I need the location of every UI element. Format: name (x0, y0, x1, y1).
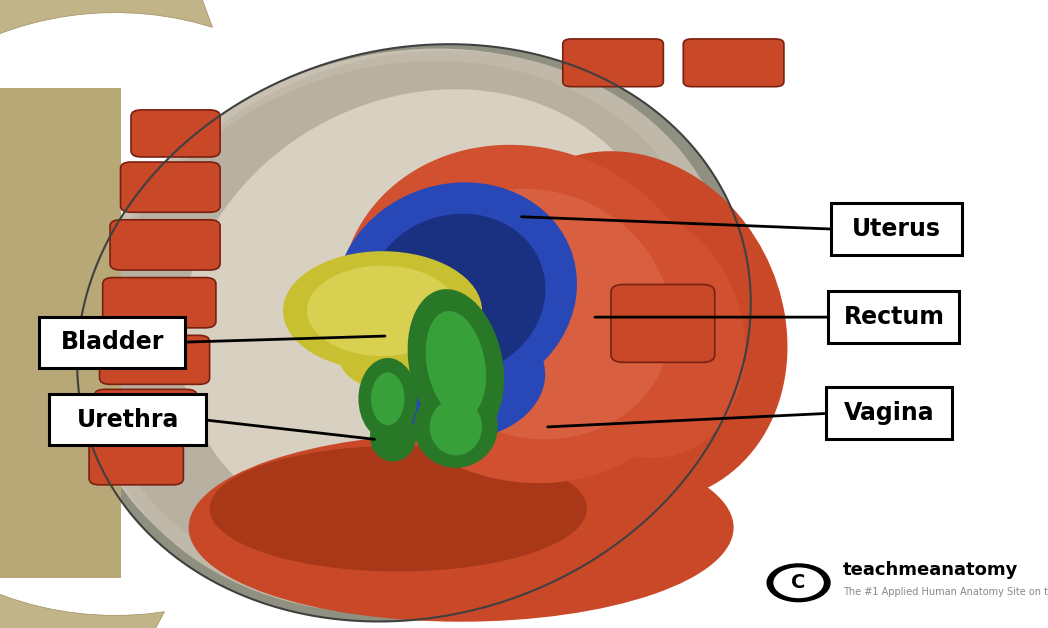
Text: Vagina: Vagina (844, 401, 934, 425)
Ellipse shape (81, 48, 726, 605)
Ellipse shape (340, 145, 708, 483)
Ellipse shape (425, 311, 486, 418)
FancyBboxPatch shape (94, 389, 197, 436)
Ellipse shape (180, 89, 669, 539)
Ellipse shape (210, 446, 587, 571)
Ellipse shape (371, 372, 405, 425)
FancyBboxPatch shape (39, 317, 185, 368)
FancyBboxPatch shape (121, 162, 220, 212)
FancyBboxPatch shape (828, 291, 960, 343)
Ellipse shape (89, 50, 735, 613)
FancyBboxPatch shape (100, 335, 210, 384)
Circle shape (774, 568, 823, 597)
Text: Rectum: Rectum (844, 305, 944, 329)
FancyBboxPatch shape (563, 39, 663, 87)
Text: teachmeanatomy: teachmeanatomy (843, 561, 1018, 579)
FancyBboxPatch shape (49, 394, 206, 445)
Circle shape (767, 564, 830, 602)
Ellipse shape (414, 386, 498, 468)
FancyBboxPatch shape (103, 278, 216, 328)
Ellipse shape (367, 214, 545, 377)
Ellipse shape (78, 44, 750, 622)
FancyBboxPatch shape (110, 220, 220, 270)
FancyBboxPatch shape (89, 441, 183, 485)
FancyBboxPatch shape (830, 203, 962, 255)
FancyBboxPatch shape (826, 387, 952, 439)
FancyBboxPatch shape (131, 110, 220, 157)
Text: Uterus: Uterus (852, 217, 940, 241)
Ellipse shape (471, 151, 787, 502)
Ellipse shape (533, 208, 745, 458)
PathPatch shape (0, 0, 213, 628)
Ellipse shape (430, 399, 482, 455)
Ellipse shape (370, 411, 416, 462)
Ellipse shape (96, 61, 711, 592)
Ellipse shape (307, 266, 458, 356)
Ellipse shape (334, 182, 577, 402)
FancyBboxPatch shape (0, 88, 121, 578)
Ellipse shape (339, 320, 433, 389)
Text: C: C (791, 573, 806, 592)
FancyBboxPatch shape (611, 284, 715, 362)
Ellipse shape (358, 358, 417, 440)
Text: The #1 Applied Human Anatomy Site on the Web.: The #1 Applied Human Anatomy Site on the… (843, 587, 1048, 597)
Ellipse shape (397, 188, 672, 440)
Ellipse shape (408, 289, 504, 440)
FancyBboxPatch shape (683, 39, 784, 87)
Ellipse shape (189, 433, 734, 622)
Ellipse shape (377, 314, 545, 440)
Ellipse shape (283, 251, 482, 371)
Text: Urethra: Urethra (77, 408, 179, 431)
Text: Bladder: Bladder (61, 330, 163, 354)
